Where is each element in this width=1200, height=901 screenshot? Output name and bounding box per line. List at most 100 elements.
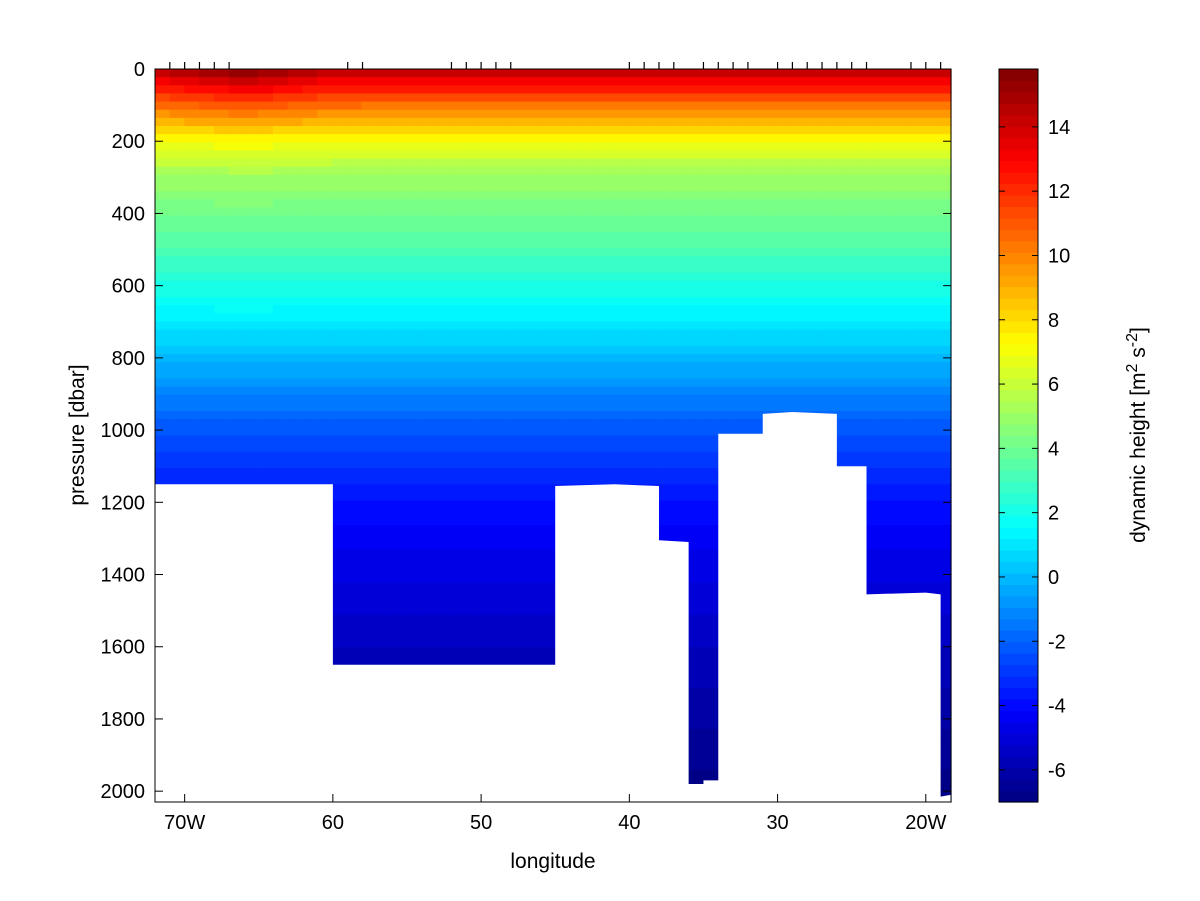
heatmap-cell bbox=[228, 378, 245, 388]
heatmap-cell bbox=[523, 435, 539, 445]
heatmap-cell bbox=[538, 77, 554, 86]
heatmap-cell bbox=[155, 215, 171, 225]
heatmap-cell bbox=[685, 557, 702, 567]
heatmap-cell bbox=[228, 174, 245, 184]
heatmap-cell bbox=[346, 77, 362, 86]
heatmap-cell bbox=[494, 549, 510, 559]
heatmap-cell bbox=[597, 142, 613, 152]
heatmap-cell bbox=[435, 655, 451, 665]
heatmap-cell bbox=[803, 158, 819, 168]
heatmap-cell bbox=[169, 272, 186, 282]
heatmap-cell bbox=[700, 207, 716, 217]
heatmap-cell bbox=[670, 166, 687, 176]
heatmap-cell bbox=[331, 647, 348, 656]
heatmap-cell bbox=[405, 134, 421, 143]
heatmap-cell bbox=[287, 272, 304, 282]
heatmap-cell bbox=[361, 516, 377, 526]
heatmap-cell bbox=[258, 150, 274, 160]
heatmap-cell bbox=[361, 248, 377, 257]
heatmap-cell bbox=[788, 272, 805, 282]
heatmap-cell bbox=[435, 402, 451, 412]
heatmap-cell bbox=[449, 402, 466, 412]
heatmap-cell bbox=[700, 272, 716, 282]
heatmap-cell bbox=[331, 565, 348, 575]
heatmap-cell bbox=[184, 256, 200, 266]
heatmap-cell bbox=[405, 191, 421, 200]
heatmap-cell bbox=[435, 345, 451, 355]
heatmap-cell bbox=[847, 386, 864, 396]
heatmap-cell bbox=[729, 362, 746, 371]
heatmap-cell bbox=[479, 500, 495, 510]
heatmap-cell bbox=[936, 248, 952, 257]
heatmap-cell bbox=[508, 370, 525, 380]
heatmap-cell bbox=[774, 117, 790, 127]
heatmap-cell bbox=[449, 557, 466, 567]
heatmap-cell bbox=[670, 215, 687, 225]
heatmap-cell bbox=[803, 166, 819, 176]
heatmap-cell bbox=[449, 582, 466, 591]
heatmap-cell bbox=[420, 345, 436, 355]
heatmap-cell bbox=[611, 476, 628, 485]
heatmap-cell bbox=[243, 117, 259, 127]
heatmap-cell bbox=[729, 117, 746, 127]
heatmap-cell bbox=[302, 256, 318, 266]
heatmap-cell bbox=[656, 280, 672, 290]
heatmap-cell bbox=[346, 394, 362, 404]
colorbar-segment bbox=[999, 355, 1038, 368]
heatmap-cell bbox=[508, 557, 525, 567]
heatmap-cell bbox=[317, 134, 333, 143]
heatmap-cell bbox=[199, 459, 215, 469]
heatmap-cell bbox=[670, 500, 687, 510]
heatmap-cell bbox=[390, 427, 407, 437]
heatmap-cell bbox=[420, 606, 436, 616]
heatmap-cell bbox=[346, 525, 362, 534]
heatmap-cell bbox=[685, 500, 702, 510]
heatmap-cell bbox=[906, 508, 923, 518]
heatmap-cell bbox=[331, 354, 348, 363]
heatmap-cell bbox=[582, 329, 598, 339]
heatmap-cell bbox=[435, 630, 451, 640]
heatmap-cell bbox=[272, 183, 289, 192]
heatmap-cell bbox=[272, 77, 289, 86]
heatmap-cell bbox=[272, 378, 289, 388]
heatmap-cell bbox=[523, 77, 539, 86]
heatmap-cell bbox=[361, 329, 377, 339]
heatmap-cell bbox=[818, 370, 834, 380]
heatmap-cell bbox=[729, 354, 746, 363]
heatmap-cell bbox=[317, 272, 333, 282]
heatmap-cell bbox=[420, 362, 436, 371]
heatmap-cell bbox=[744, 142, 760, 152]
heatmap-cell bbox=[494, 378, 510, 388]
heatmap-cell bbox=[331, 117, 348, 127]
heatmap-cell bbox=[155, 272, 171, 282]
heatmap-cell bbox=[700, 134, 716, 143]
heatmap-cell bbox=[744, 402, 760, 412]
heatmap-cell bbox=[729, 191, 746, 200]
heatmap-cell bbox=[169, 362, 186, 371]
heatmap-cell bbox=[435, 582, 451, 591]
heatmap-cell bbox=[258, 288, 274, 298]
heatmap-cell bbox=[553, 468, 569, 477]
heatmap-cell bbox=[921, 248, 937, 257]
heatmap-cell bbox=[199, 378, 215, 388]
heatmap-cell bbox=[729, 166, 746, 176]
heatmap-cell bbox=[464, 459, 480, 469]
heatmap-cell bbox=[611, 329, 628, 339]
heatmap-cell bbox=[390, 557, 407, 567]
heatmap-cell bbox=[228, 191, 245, 200]
heatmap-cell bbox=[700, 557, 716, 567]
heatmap-cell bbox=[744, 345, 760, 355]
heatmap-cell bbox=[464, 329, 480, 339]
heatmap-cell bbox=[479, 476, 495, 485]
heatmap-cell bbox=[685, 77, 702, 86]
heatmap-cell bbox=[361, 117, 377, 127]
heatmap-cell bbox=[685, 362, 702, 371]
heatmap-cell bbox=[611, 321, 628, 331]
heatmap-cell bbox=[921, 126, 937, 135]
heatmap-cell bbox=[700, 126, 716, 135]
heatmap-cell bbox=[862, 256, 878, 266]
heatmap-cell bbox=[670, 158, 687, 168]
heatmap-cell bbox=[567, 191, 584, 200]
heatmap-cell bbox=[862, 549, 878, 559]
heatmap-cell bbox=[818, 272, 834, 282]
